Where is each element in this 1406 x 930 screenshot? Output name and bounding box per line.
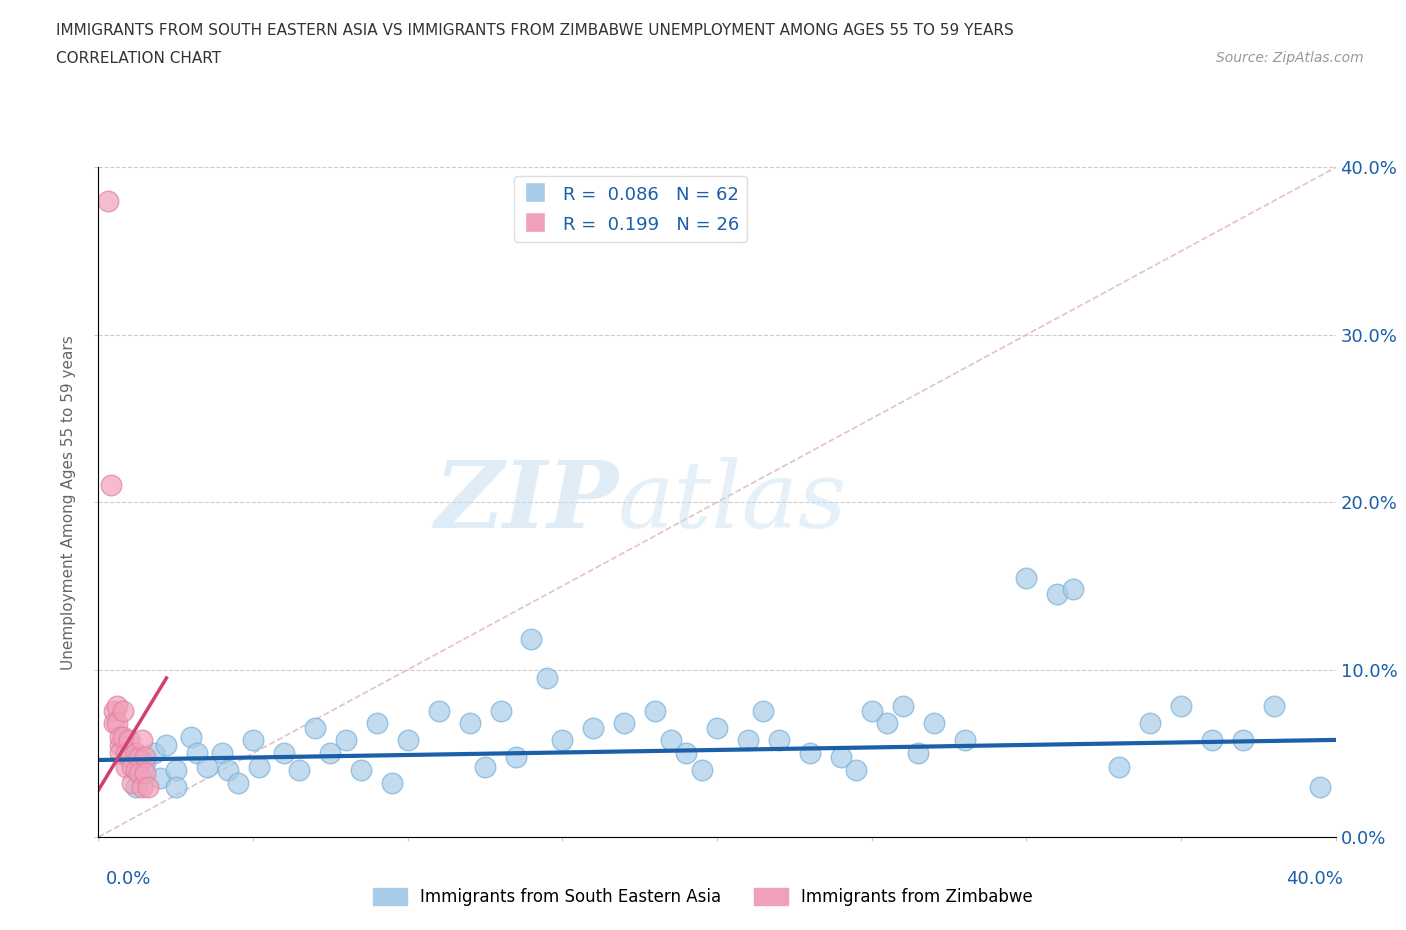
Legend: Immigrants from South Eastern Asia, Immigrants from Zimbabwe: Immigrants from South Eastern Asia, Immi…	[367, 881, 1039, 912]
Point	[1046, 587, 1069, 602]
Point	[124, 779, 146, 794]
Point	[112, 704, 135, 719]
Point	[1062, 582, 1084, 597]
Point	[613, 716, 636, 731]
Point	[737, 733, 759, 748]
Point	[489, 704, 512, 719]
Point	[115, 759, 138, 774]
Point	[304, 721, 326, 736]
Point	[131, 779, 153, 794]
Point	[659, 733, 682, 748]
Point	[953, 733, 976, 748]
Point	[217, 763, 239, 777]
Point	[335, 733, 357, 748]
Point	[149, 771, 172, 786]
Point	[97, 193, 120, 208]
Point	[366, 716, 388, 731]
Point	[105, 699, 128, 714]
Point	[242, 733, 264, 748]
Point	[520, 632, 543, 647]
Point	[381, 776, 404, 790]
Point	[319, 746, 342, 761]
Point	[458, 716, 481, 731]
Point	[247, 759, 270, 774]
Point	[350, 763, 373, 777]
Point	[675, 746, 697, 761]
Point	[134, 766, 156, 781]
Point	[1108, 759, 1130, 774]
Point	[1170, 699, 1192, 714]
Point	[103, 716, 125, 731]
Point	[143, 746, 166, 761]
Point	[288, 763, 311, 777]
Text: atlas: atlas	[619, 458, 848, 547]
Point	[1263, 699, 1285, 714]
Text: 0.0%: 0.0%	[105, 870, 150, 887]
Point	[134, 750, 156, 764]
Point	[752, 704, 775, 719]
Point	[768, 733, 790, 748]
Y-axis label: Unemployment Among Ages 55 to 59 years: Unemployment Among Ages 55 to 59 years	[60, 335, 76, 670]
Point	[845, 763, 868, 777]
Point	[124, 763, 146, 777]
Point	[131, 733, 153, 748]
Point	[706, 721, 728, 736]
Point	[108, 737, 131, 752]
Point	[1309, 779, 1331, 794]
Point	[211, 746, 233, 761]
Legend: R =  0.086   N = 62, R =  0.199   N = 26: R = 0.086 N = 62, R = 0.199 N = 26	[515, 177, 747, 242]
Point	[112, 729, 135, 744]
Point	[165, 779, 187, 794]
Point	[134, 754, 156, 769]
Point	[1139, 716, 1161, 731]
Point	[690, 763, 713, 777]
Text: 40.0%: 40.0%	[1286, 870, 1343, 887]
Point	[100, 478, 122, 493]
Point	[922, 716, 945, 731]
Point	[860, 704, 883, 719]
Point	[121, 759, 143, 774]
Point	[474, 759, 496, 774]
Point	[165, 763, 187, 777]
Point	[830, 750, 852, 764]
Point	[195, 759, 218, 774]
Point	[799, 746, 821, 761]
Point	[1232, 733, 1254, 748]
Point	[1201, 733, 1223, 748]
Point	[103, 704, 125, 719]
Point	[273, 746, 295, 761]
Point	[155, 737, 177, 752]
Point	[128, 750, 150, 764]
Point	[1015, 570, 1038, 585]
Point	[876, 716, 898, 731]
Point	[118, 746, 141, 761]
Point	[121, 776, 143, 790]
Point	[136, 779, 159, 794]
Point	[118, 733, 141, 748]
Point	[907, 746, 929, 761]
Point	[551, 733, 574, 748]
Point	[180, 729, 202, 744]
Point	[186, 746, 208, 761]
Point	[115, 746, 138, 761]
Point	[396, 733, 419, 748]
Point	[108, 746, 131, 761]
Point	[128, 766, 150, 781]
Point	[582, 721, 605, 736]
Text: Source: ZipAtlas.com: Source: ZipAtlas.com	[1216, 51, 1364, 65]
Point	[427, 704, 450, 719]
Text: CORRELATION CHART: CORRELATION CHART	[56, 51, 221, 66]
Point	[118, 750, 141, 764]
Point	[226, 776, 249, 790]
Point	[108, 729, 131, 744]
Point	[124, 746, 146, 761]
Text: ZIP: ZIP	[434, 458, 619, 547]
Point	[505, 750, 527, 764]
Point	[644, 704, 666, 719]
Point	[536, 671, 558, 685]
Point	[105, 716, 128, 731]
Point	[891, 699, 914, 714]
Text: IMMIGRANTS FROM SOUTH EASTERN ASIA VS IMMIGRANTS FROM ZIMBABWE UNEMPLOYMENT AMON: IMMIGRANTS FROM SOUTH EASTERN ASIA VS IM…	[56, 23, 1014, 38]
